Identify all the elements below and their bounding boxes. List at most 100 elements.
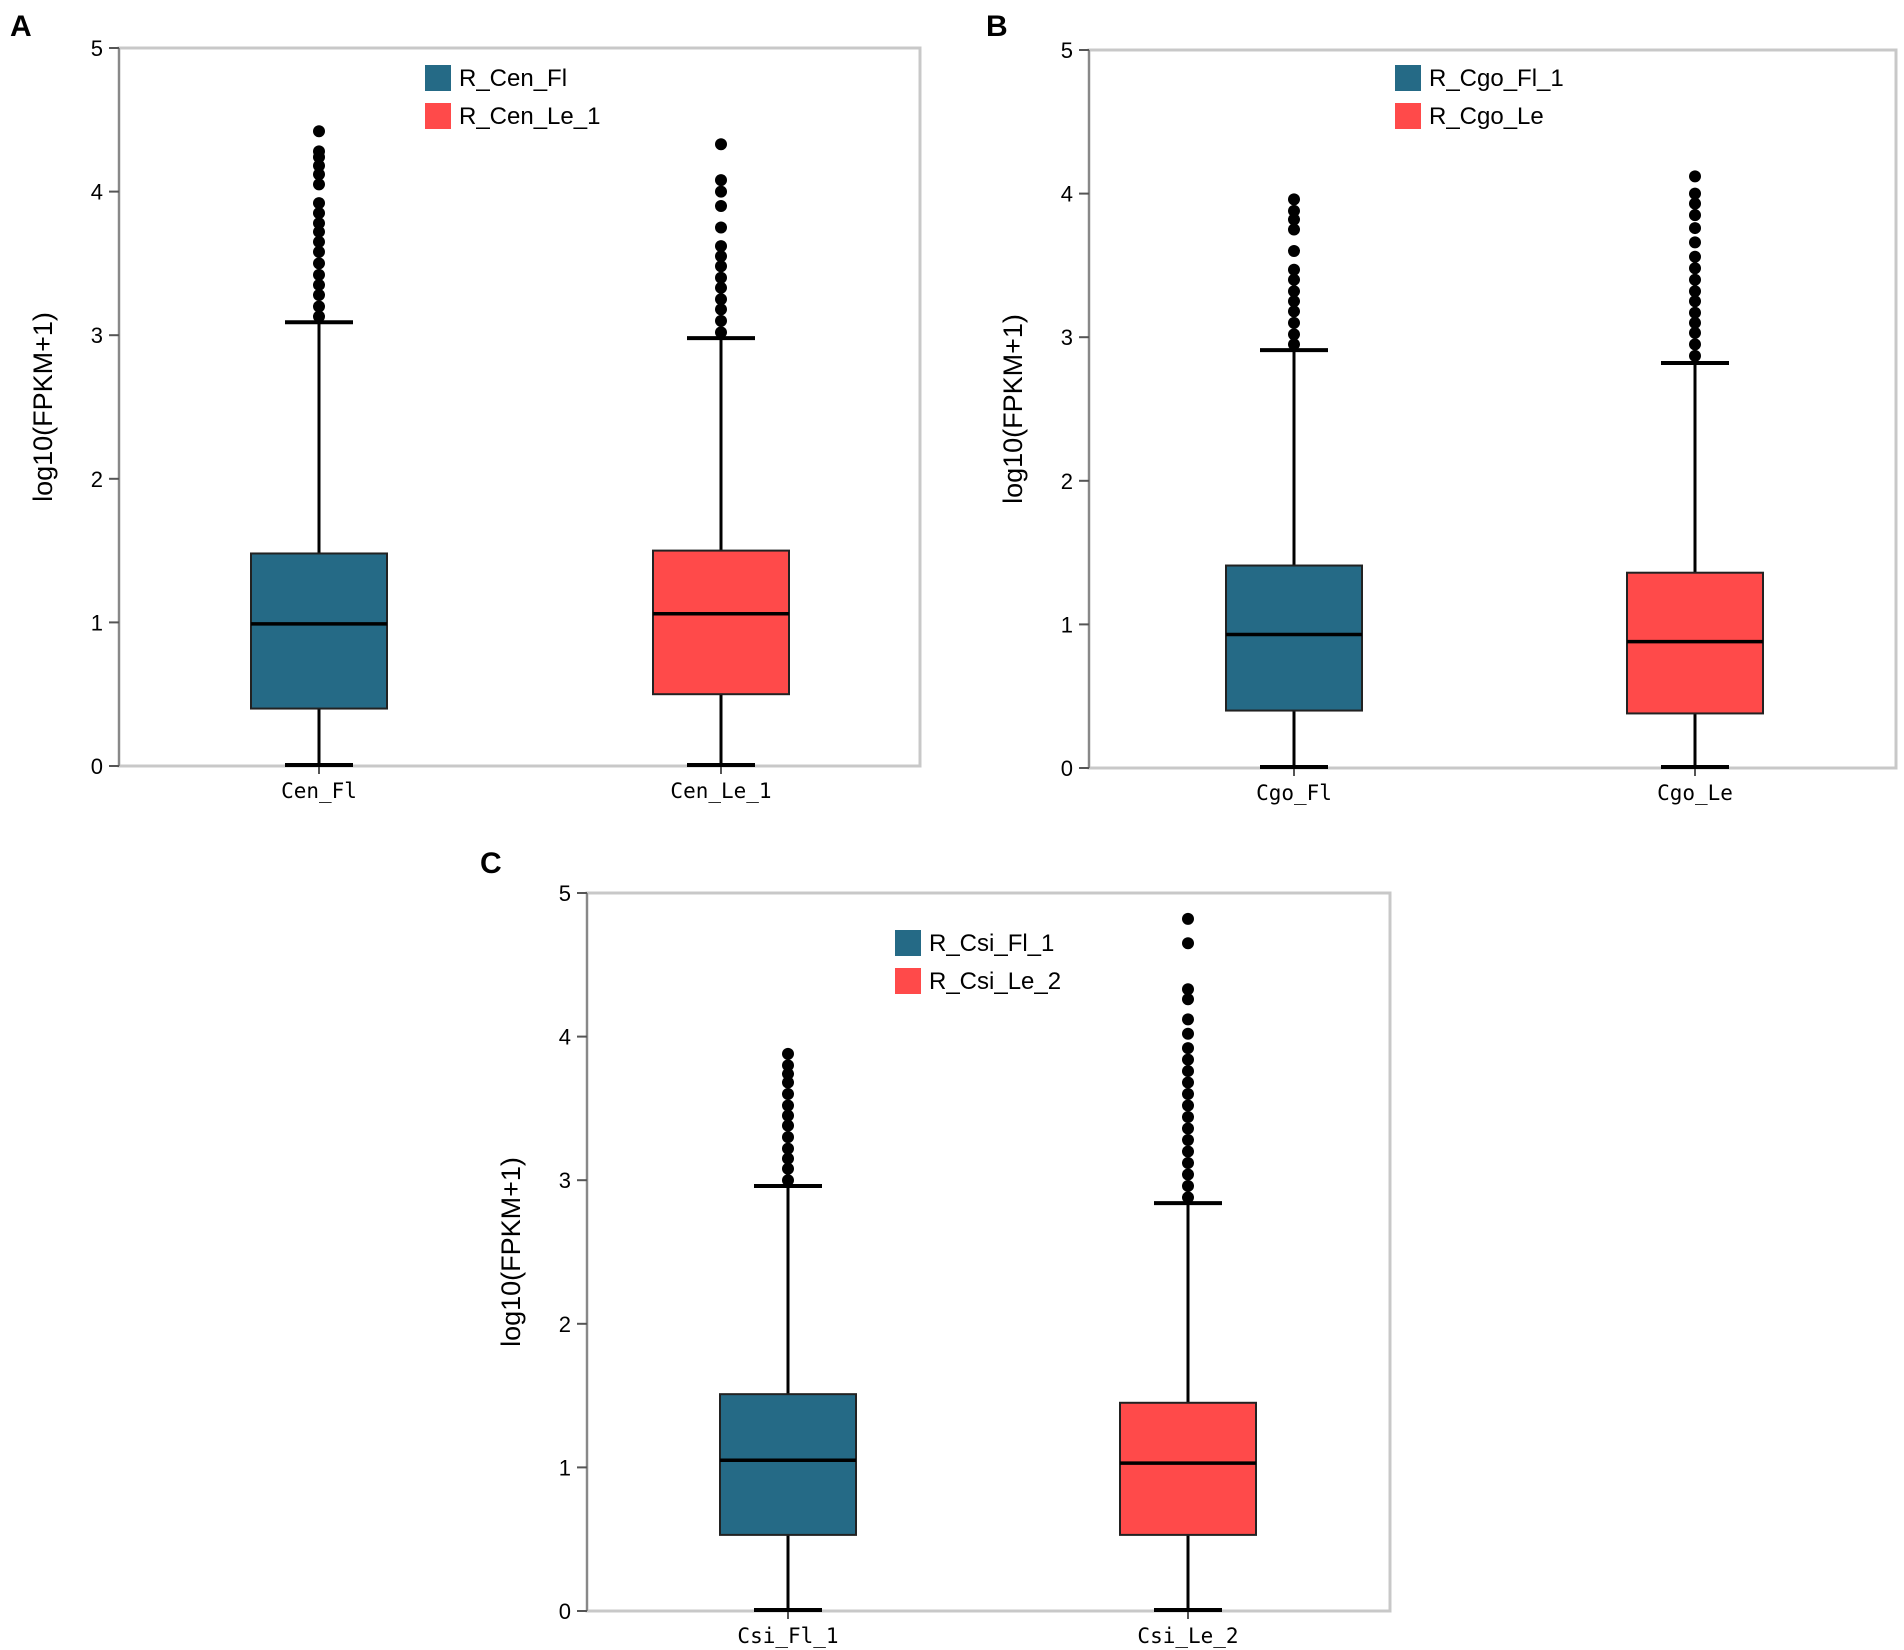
outlier-point (715, 314, 727, 327)
y-tick-label: 1 (559, 1455, 571, 1480)
outlier-point (1689, 338, 1701, 351)
outlier-point (1689, 170, 1701, 183)
box-iqr (719, 1393, 857, 1536)
box-iqr (1119, 1401, 1257, 1536)
x-tick-label: Csi_Le_2 (1137, 1624, 1238, 1648)
box-r-cgo-fl-1 (1225, 193, 1363, 769)
outlier-point (782, 1076, 794, 1089)
outlier-point (715, 250, 727, 263)
outlier-point (782, 1047, 794, 1060)
outlier-point (1689, 250, 1701, 263)
box-r-csi-fl-1 (719, 1047, 857, 1612)
outlier-point (313, 197, 325, 210)
outlier-point (313, 145, 325, 158)
y-tick-label: 2 (1061, 469, 1073, 494)
outlier-point (1689, 209, 1701, 222)
outlier-point (1182, 1179, 1194, 1192)
outlier-point (1288, 328, 1300, 341)
outlier-point (1689, 273, 1701, 286)
outlier-point (715, 260, 727, 273)
y-tick-label: 4 (91, 180, 103, 205)
outlier-point (313, 235, 325, 248)
x-tick-label: Csi_Fl_1 (737, 1624, 838, 1648)
box-r-cen-le-1 (652, 138, 790, 767)
y-axis-title: log10(FPKM+1) (998, 314, 1028, 504)
y-tick-label: 3 (1061, 325, 1073, 350)
box-r-cen-fl (250, 125, 388, 767)
outlier-point (1288, 316, 1300, 329)
panel-letter: C (480, 847, 502, 880)
box-iqr (1225, 564, 1363, 712)
outlier-point (782, 1119, 794, 1132)
plot-frame (117, 46, 922, 768)
outlier-point (1689, 285, 1701, 298)
outlier-point (715, 326, 727, 339)
y-tick-label: 5 (91, 36, 103, 61)
outlier-point (782, 1152, 794, 1165)
outlier-point (313, 268, 325, 281)
box-iqr (250, 552, 388, 710)
y-tick-label: 1 (91, 610, 103, 635)
legend-label: R_Cen_Le_1 (459, 103, 600, 130)
outlier-point (782, 1067, 794, 1080)
outlier-point (1182, 1099, 1194, 1112)
outlier-point (1182, 937, 1194, 950)
outlier-point (313, 168, 325, 181)
outlier-point (313, 125, 325, 138)
outlier-point (782, 1162, 794, 1175)
y-axis-title: log10(FPKM+1) (28, 312, 58, 502)
outlier-point (1182, 912, 1194, 925)
x-tick-label: Cgo_Le (1657, 781, 1733, 805)
outlier-point (313, 257, 325, 270)
outlier-point (1182, 1168, 1194, 1181)
outlier-point (313, 288, 325, 301)
outlier-point (1182, 1076, 1194, 1089)
outlier-point (715, 293, 727, 306)
y-tick-label: 4 (559, 1025, 571, 1050)
y-tick-label: 3 (91, 323, 103, 348)
legend-swatch (895, 930, 921, 956)
outlier-point (313, 217, 325, 230)
outlier-point (1689, 326, 1701, 339)
outlier-point (715, 240, 727, 253)
outlier-point (1288, 338, 1300, 351)
outlier-point (1689, 295, 1701, 308)
outlier-point (1288, 305, 1300, 318)
outlier-point (313, 207, 325, 220)
x-tick-label: Cgo_Fl (1256, 781, 1332, 805)
outlier-point (313, 300, 325, 313)
outlier-point (1182, 1122, 1194, 1135)
outlier-point (782, 1109, 794, 1122)
outlier-point (782, 1099, 794, 1112)
outlier-point (1182, 1191, 1194, 1204)
outlier-point (1689, 222, 1701, 235)
outlier-point (1182, 1145, 1194, 1158)
outlier-point (715, 281, 727, 294)
outlier-point (715, 303, 727, 316)
y-tick-label: 0 (559, 1599, 571, 1624)
outlier-point (1689, 187, 1701, 200)
outlier-point (1288, 285, 1300, 298)
outlier-point (1689, 236, 1701, 249)
y-tick-label: 5 (1061, 38, 1073, 63)
panel-b: B 0 1 2 3 4 5 Cgo_Fl Cgo_Le log10(FPKM+1) R_Cgo_Fl… (986, 10, 1898, 805)
y-tick-label: 2 (559, 1312, 571, 1337)
outlier-point (1288, 295, 1300, 308)
outlier-point (313, 278, 325, 291)
outlier-point (313, 225, 325, 238)
outlier-point (1182, 1111, 1194, 1124)
outlier-point (782, 1174, 794, 1187)
legend-label: R_Csi_Le_2 (929, 968, 1061, 995)
outlier-point (1288, 204, 1300, 217)
outlier-point (1288, 193, 1300, 206)
y-tick-label: 1 (1061, 612, 1073, 637)
y-tick-label: 0 (1061, 756, 1073, 781)
box-r-cgo-le (1626, 170, 1764, 769)
outlier-point (313, 159, 325, 172)
outlier-point (1182, 983, 1194, 996)
legend-swatch (425, 103, 451, 129)
outlier-point (1689, 316, 1701, 329)
outlier-point (715, 185, 727, 198)
outlier-point (1182, 1088, 1194, 1101)
